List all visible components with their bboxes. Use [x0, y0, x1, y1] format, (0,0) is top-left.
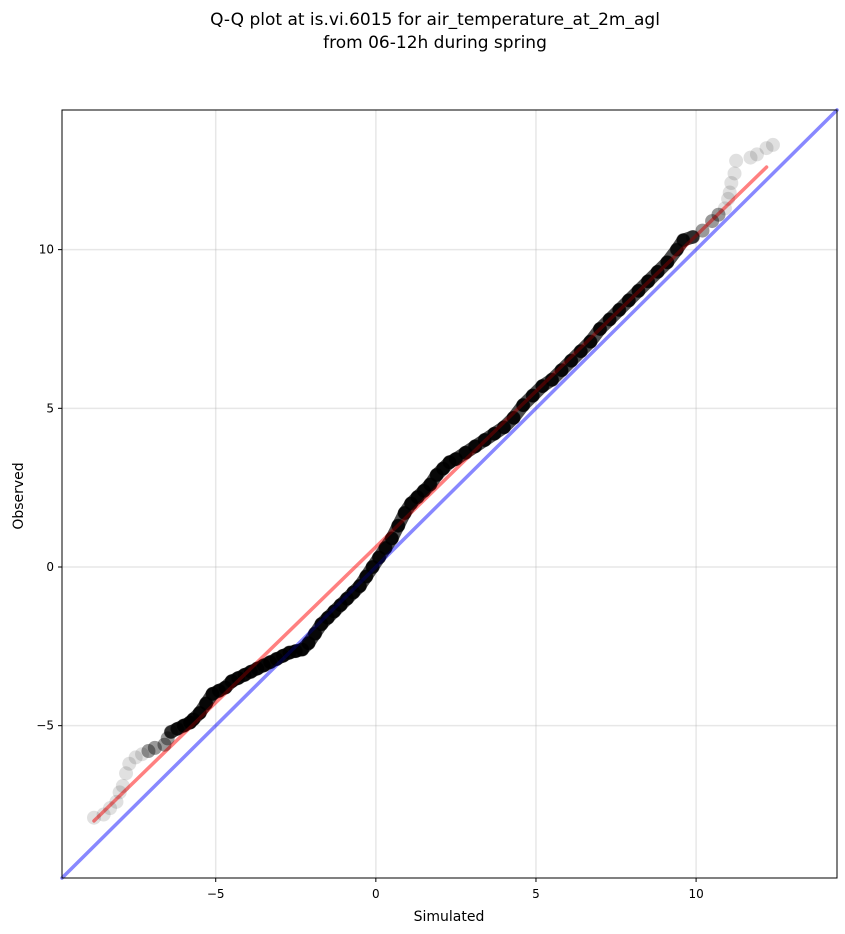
data-point: [119, 766, 134, 781]
data-point: [103, 801, 118, 816]
data-point: [721, 191, 736, 206]
data-point: [141, 744, 156, 759]
x-axis-label: Simulated: [414, 909, 485, 925]
chart-subtitle: from 06-12h during spring: [323, 33, 547, 53]
y-tick-label: 10: [39, 243, 54, 257]
identity-line: [60, 108, 839, 880]
data-point: [717, 201, 732, 216]
x-tick-label: 0: [372, 887, 380, 901]
data-point: [749, 147, 764, 162]
y-tick-label: 5: [46, 401, 54, 415]
identity-line-overlay: [60, 108, 839, 880]
x-tick-label: 10: [688, 887, 703, 901]
overlay-line-layer: [60, 108, 839, 880]
y-tick-label: −5: [36, 719, 54, 733]
identity-line-layer: [60, 108, 839, 880]
data-point: [122, 756, 137, 771]
data-point: [695, 223, 710, 238]
data-point: [727, 166, 742, 181]
x-tick-layer: −5 0 5 10: [207, 878, 704, 901]
data-point: [128, 750, 143, 765]
point-band-segment: [676, 230, 700, 247]
data-point: [115, 778, 130, 793]
data-point: [743, 150, 758, 165]
data-point: [729, 153, 744, 168]
fit-line-overlay: [92, 165, 769, 823]
plot-frame: [61, 109, 838, 879]
data-point: [147, 740, 162, 755]
data-point: [705, 214, 720, 229]
data-point: [96, 807, 111, 822]
data-point: [759, 141, 774, 156]
data-point: [112, 785, 127, 800]
data-point: [109, 794, 124, 809]
data-point: [157, 737, 172, 752]
points-layer: [87, 137, 780, 825]
x-tick-label: −5: [207, 887, 225, 901]
chart-title: Q-Q plot at is.vi.6015 for air_temperatu…: [210, 10, 660, 30]
y-axis-label: Observed: [11, 462, 27, 529]
data-point: [722, 185, 737, 200]
y-tick-label: 0: [46, 560, 54, 574]
x-tick-label: 5: [532, 887, 540, 901]
y-tick-layer: −5 0 5 10: [36, 243, 62, 733]
data-point: [765, 137, 780, 152]
data-point: [135, 747, 150, 762]
data-point: [711, 207, 726, 222]
data-point: [87, 810, 102, 825]
data-point: [724, 175, 739, 190]
